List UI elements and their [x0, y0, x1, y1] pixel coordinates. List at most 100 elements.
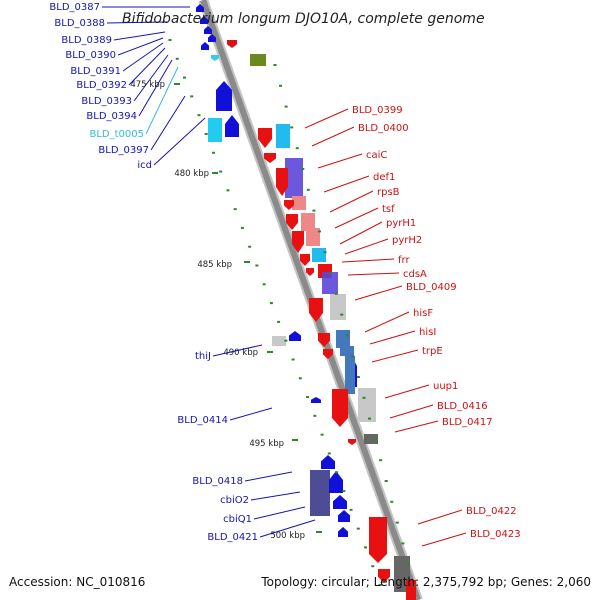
leader-line: [347, 272, 400, 276]
leader-line: [113, 31, 166, 41]
leader-line: [244, 471, 293, 482]
gene-feature: [289, 331, 301, 341]
scale-tick: [269, 302, 273, 305]
gene-feature: [321, 455, 335, 469]
leader-line: [371, 349, 419, 363]
leader-line: [344, 238, 389, 255]
gene-label-right: trpE: [422, 346, 443, 357]
gene-label-left: BLD_t0005: [89, 129, 144, 140]
leader-line: [311, 126, 355, 147]
scale-tick: [306, 396, 310, 399]
scale-tick-outer: [284, 105, 288, 108]
gene-label-left: BLD_0391: [70, 66, 121, 77]
leader-line: [323, 175, 370, 193]
scale-tick: [327, 452, 331, 455]
scale-tick: [233, 208, 237, 211]
scale-tick: [262, 283, 266, 286]
scale-tick: [291, 358, 295, 361]
scale-tick: [240, 226, 244, 229]
leader-line: [106, 21, 169, 24]
scale-tick-outer: [390, 500, 394, 503]
gene-feature: [311, 397, 321, 403]
gene-feature: [364, 434, 378, 444]
gene-label-left: BLD_0397: [98, 145, 149, 156]
leader-line: [417, 509, 463, 525]
major-tick: [267, 351, 273, 353]
leader-line: [329, 190, 374, 213]
scale-tick-outer: [295, 147, 299, 150]
scale-tick-outer: [317, 230, 321, 233]
scale-tick: [284, 339, 288, 342]
scale-tick: [255, 264, 259, 267]
scale-tick-outer: [356, 376, 360, 378]
gene-label-left: BLD_0418: [192, 476, 243, 487]
scale-tick-outer: [340, 313, 344, 316]
gene-label-right: tsf: [382, 204, 395, 215]
scale-tick-outer: [395, 521, 399, 524]
scale-tick-outer: [323, 251, 327, 254]
leader-line: [304, 108, 349, 129]
gene-label-right: pyrH1: [386, 218, 416, 229]
scale-tick: [219, 170, 223, 173]
gene-feature: [358, 388, 376, 422]
gene-label-right: hisI: [419, 327, 436, 338]
gene-label-right: BLD_0422: [466, 506, 517, 517]
scale-tick-outer: [273, 64, 277, 66]
gene-feature: [216, 81, 232, 111]
scale-tick: [175, 57, 179, 60]
gene-feature: [336, 330, 350, 348]
gene-label-right: hisF: [413, 308, 433, 319]
scale-tick-outer: [312, 209, 316, 212]
gene-label-right: caiC: [366, 150, 387, 161]
gene-feature: [378, 569, 390, 583]
gene-label-left: BLD_0421: [207, 532, 258, 543]
gene-feature: [345, 356, 355, 394]
gene-feature: [309, 298, 323, 322]
gene-feature: [333, 495, 347, 509]
gene-label-left: cbiQ1: [223, 514, 252, 525]
gene-feature: [292, 231, 304, 253]
gene-feature: [201, 42, 209, 50]
scale-tick: [197, 114, 201, 117]
gene-feature: [332, 389, 348, 427]
leader-line: [364, 311, 410, 333]
leader-line: [394, 420, 439, 433]
gene-feature: [264, 153, 276, 163]
gene-label-right: BLD_0400: [358, 123, 409, 134]
gene-label-right: rpsB: [377, 187, 400, 198]
leader-line: [138, 59, 173, 117]
scale-tick-label: 500 kbp: [270, 531, 305, 541]
scale-tick-outer: [329, 272, 333, 274]
scale-tick: [204, 132, 208, 135]
scale-tick: [298, 377, 302, 380]
accession-text: Accession: NC_010816: [9, 575, 145, 589]
leader-line: [128, 47, 166, 86]
scale-tick: [371, 565, 375, 568]
leader-line: [317, 153, 363, 169]
gene-label-left: cbiO2: [220, 495, 249, 506]
gene-label-left: BLD_0390: [65, 50, 116, 61]
scale-tick: [342, 490, 346, 493]
gene-label-left: BLD_0393: [81, 96, 132, 107]
scale-tick-outer: [334, 292, 338, 295]
gene-feature: [225, 115, 239, 137]
major-tick: [292, 439, 298, 441]
leader-line: [117, 37, 164, 56]
scale-tick: [277, 320, 281, 323]
gene-feature: [338, 527, 348, 537]
scale-tick: [378, 584, 382, 586]
ticks-layer: 475 kbp 480 kbp 485 kbp 490 kbp 495 kbp 500 k…: [130, 39, 416, 586]
scale-tick: [190, 95, 194, 98]
features-layer: [196, 4, 416, 600]
gene-feature: [301, 213, 315, 231]
gene-feature: [250, 54, 266, 66]
leader-line: [339, 221, 383, 245]
scale-tick: [211, 151, 215, 154]
scale-tick-outer: [362, 396, 366, 399]
scale-tick-outer: [373, 438, 377, 441]
gene-feature: [348, 439, 356, 445]
major-tick: [316, 531, 322, 533]
gene-feature: [323, 349, 333, 359]
leader-line: [229, 407, 273, 421]
